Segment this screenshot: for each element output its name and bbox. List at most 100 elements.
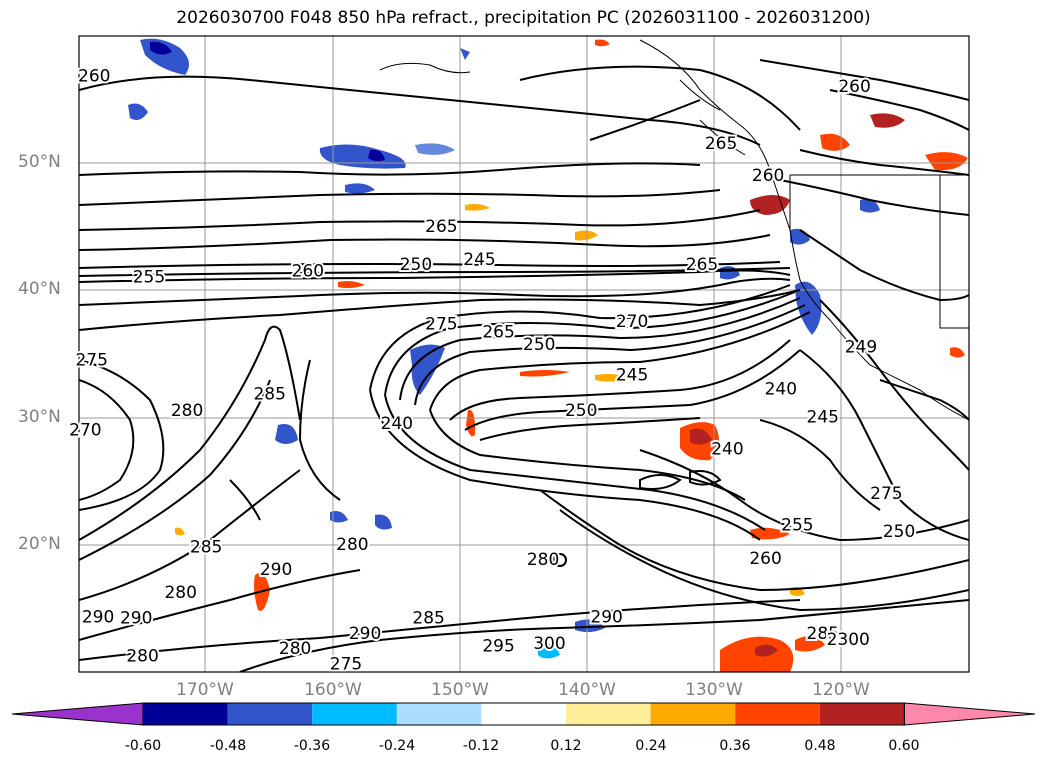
contour-label: 280: [527, 550, 559, 570]
precip-patch: [860, 198, 880, 213]
latitude-label: 30°N: [18, 407, 61, 427]
contour-label: 2300: [827, 630, 870, 650]
precip-patch: [410, 344, 445, 395]
colorbar-tick: 0.36: [719, 738, 751, 754]
contour-label: 280: [126, 647, 158, 667]
longitude-label: 160°W: [304, 680, 362, 700]
contour-label: 270: [69, 420, 101, 440]
contour-label: 240: [711, 439, 743, 459]
contour-label: 280: [279, 639, 311, 659]
contour-label: 295: [482, 637, 514, 657]
precip-patch: [755, 644, 778, 657]
colorbar-frame: [142, 702, 905, 726]
precip-patch: [338, 281, 365, 289]
map-frame: [78, 35, 970, 673]
coastline: [379, 39, 969, 421]
colorbar-segment: [312, 703, 397, 725]
contour-label: 245: [463, 250, 495, 270]
precip-patch: [520, 370, 570, 377]
precip-patch: [275, 424, 298, 444]
colorbar-segment: [819, 703, 905, 725]
contour-label: 280: [164, 583, 196, 603]
refractivity-contours: [79, 59, 969, 672]
contour-label: 260: [752, 166, 784, 186]
longitude-label: 170°W: [176, 680, 234, 700]
precip-patch: [595, 374, 630, 382]
precip-patch: [465, 204, 490, 211]
contour-label: 250: [400, 255, 432, 275]
contour-label: 250: [523, 335, 555, 355]
contour-label: 245: [807, 408, 839, 428]
precip-patch: [950, 347, 965, 358]
colorbar-tick: -0.60: [124, 738, 162, 754]
precip-patch: [575, 619, 605, 633]
precip-patch: [870, 113, 905, 128]
precip-patch: [595, 39, 610, 47]
colorbar-tick: -0.12: [462, 738, 500, 754]
colorbar-segment: [143, 703, 228, 725]
colorbar-extend-high: [903, 702, 1036, 726]
contour-label: 260: [78, 67, 110, 87]
colorbar-tick: 0.60: [888, 738, 920, 754]
contour-label: 275: [870, 484, 902, 504]
colorbar-tick: -0.24: [378, 738, 416, 754]
contour-label: 255: [133, 268, 165, 288]
contour-label: 275: [75, 350, 107, 370]
colorbar-segment: [650, 703, 736, 725]
contour-label: 249: [845, 338, 877, 358]
colorbar-segment: [396, 703, 482, 725]
longitude-label: 120°W: [812, 680, 870, 700]
longitude-label: 150°W: [431, 680, 489, 700]
contour-label: 260: [838, 77, 870, 97]
contour-label: 265: [425, 217, 457, 237]
map-background: [79, 36, 969, 672]
contour-label: 290: [120, 609, 152, 629]
precip-patch: [345, 183, 375, 194]
precip-patch: [175, 527, 185, 536]
contour-label: 250: [883, 522, 915, 542]
contour-label: 300: [533, 634, 565, 654]
precip-patch: [375, 514, 392, 530]
contour-label: 260: [292, 261, 324, 281]
colorbar-tick: -0.36: [293, 738, 331, 754]
longitude-label: 130°W: [685, 680, 743, 700]
contour-label: 265: [705, 134, 737, 154]
precip-patch: [466, 409, 476, 437]
contour-label: 240: [765, 380, 797, 400]
precip-patch: [460, 48, 470, 60]
precip-patch: [690, 428, 712, 445]
precip-patch: [820, 133, 850, 151]
contour-label: 290: [349, 624, 381, 644]
colorbar-segment: [735, 703, 820, 725]
contour-label: 255: [781, 516, 813, 536]
contour-label: 290: [590, 607, 622, 627]
precipitation-shading: [128, 38, 968, 672]
precip-patch: [538, 643, 560, 659]
precip-patch: [150, 41, 172, 55]
precipitation-colorbar: [11, 702, 1036, 726]
contour-label: 260: [749, 549, 781, 569]
contour-label: 275: [425, 315, 457, 335]
contour-label: 245: [616, 366, 648, 386]
contour-label: 265: [482, 322, 514, 342]
contour-label: 285: [412, 609, 444, 629]
colorbar-segment: [566, 703, 651, 725]
colorbar-tick: 0.12: [550, 738, 582, 754]
contour-label: 290: [82, 607, 114, 627]
contour-label: 285: [807, 624, 839, 644]
contour-label: 285: [190, 537, 222, 557]
contour-label: 285: [253, 385, 285, 405]
latitude-label: 20°N: [18, 534, 61, 554]
colorbar-tick: -0.48: [209, 738, 247, 754]
precip-patch: [415, 143, 455, 155]
contour-label: 270: [616, 312, 648, 332]
colorbar-tick: 0.48: [804, 738, 836, 754]
contour-label: 240: [381, 414, 413, 434]
map-title: 2026030700 F048 850 hPa refract., precip…: [176, 8, 871, 28]
colorbar-segment: [481, 703, 566, 725]
latitude-label: 50°N: [18, 152, 61, 172]
contour-label: 275: [330, 654, 362, 674]
contour-label: 280: [336, 535, 368, 555]
